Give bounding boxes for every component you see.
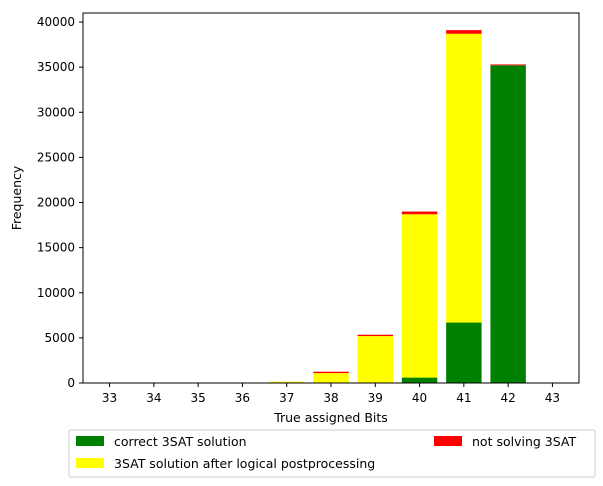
y-axis: 0 5000 10000 15000 20000 25000 30000 35000 40000: [37, 15, 83, 390]
legend-swatch-postprocessing: [76, 458, 104, 468]
bar-40-series-1: [401, 214, 438, 378]
x-tick-label-36: 36: [235, 391, 250, 405]
y-tick-label-0: 0: [67, 376, 75, 390]
bar-40-series-0: [401, 377, 438, 383]
bars-group: [269, 30, 526, 383]
bar-41-series-2: [446, 30, 482, 34]
y-tick-label-15000: 15000: [37, 241, 75, 255]
x-tick-label-40: 40: [412, 391, 427, 405]
x-tick-label-35: 35: [191, 391, 206, 405]
bar-38-series-2: [313, 371, 349, 374]
legend-swatch-not-solving: [434, 436, 462, 446]
y-tick-label-30000: 30000: [37, 105, 75, 119]
legend-label-postprocessing: 3SAT solution after logical postprocessi…: [114, 456, 375, 471]
bar-40-series-2: [401, 211, 438, 215]
x-tick-label-38: 38: [323, 391, 338, 405]
legend-label-correct: correct 3SAT solution: [114, 434, 247, 449]
x-tick-label-33: 33: [102, 391, 117, 405]
bar-42-series-2: [490, 64, 526, 66]
x-tick-label-39: 39: [368, 391, 383, 405]
x-axis-title: True assigned Bits: [273, 410, 388, 425]
y-tick-label-5000: 5000: [44, 331, 75, 345]
bar-41-series-0: [446, 322, 482, 383]
y-tick-label-10000: 10000: [37, 286, 75, 300]
legend-frame: [68, 429, 596, 478]
x-tick-label-42: 42: [501, 391, 516, 405]
legend: correct 3SAT solution 3SAT solution afte…: [68, 429, 596, 478]
legend-swatch-correct: [76, 436, 104, 446]
y-tick-label-20000: 20000: [37, 196, 75, 210]
x-tick-label-37: 37: [279, 391, 294, 405]
bar-38-series-1: [313, 373, 349, 383]
bar-41-series-1: [446, 33, 482, 323]
bar-37-series-1: [269, 381, 305, 383]
legend-label-not-solving: not solving 3SAT: [472, 434, 576, 449]
x-tick-label-41: 41: [456, 391, 471, 405]
x-tick-label-34: 34: [146, 391, 161, 405]
bar-39-series-1: [357, 336, 393, 383]
x-axis: 33 34 35 36 37 38 39 40 41 42 43: [102, 383, 560, 405]
y-tick-label-35000: 35000: [37, 60, 75, 74]
bar-42-series-0: [490, 65, 526, 383]
y-tick-label-25000: 25000: [37, 150, 75, 164]
bar-39-series-2: [357, 334, 393, 337]
y-tick-label-40000: 40000: [37, 15, 75, 29]
y-axis-title: Frequency: [9, 165, 24, 230]
x-tick-label-43: 43: [545, 391, 560, 405]
